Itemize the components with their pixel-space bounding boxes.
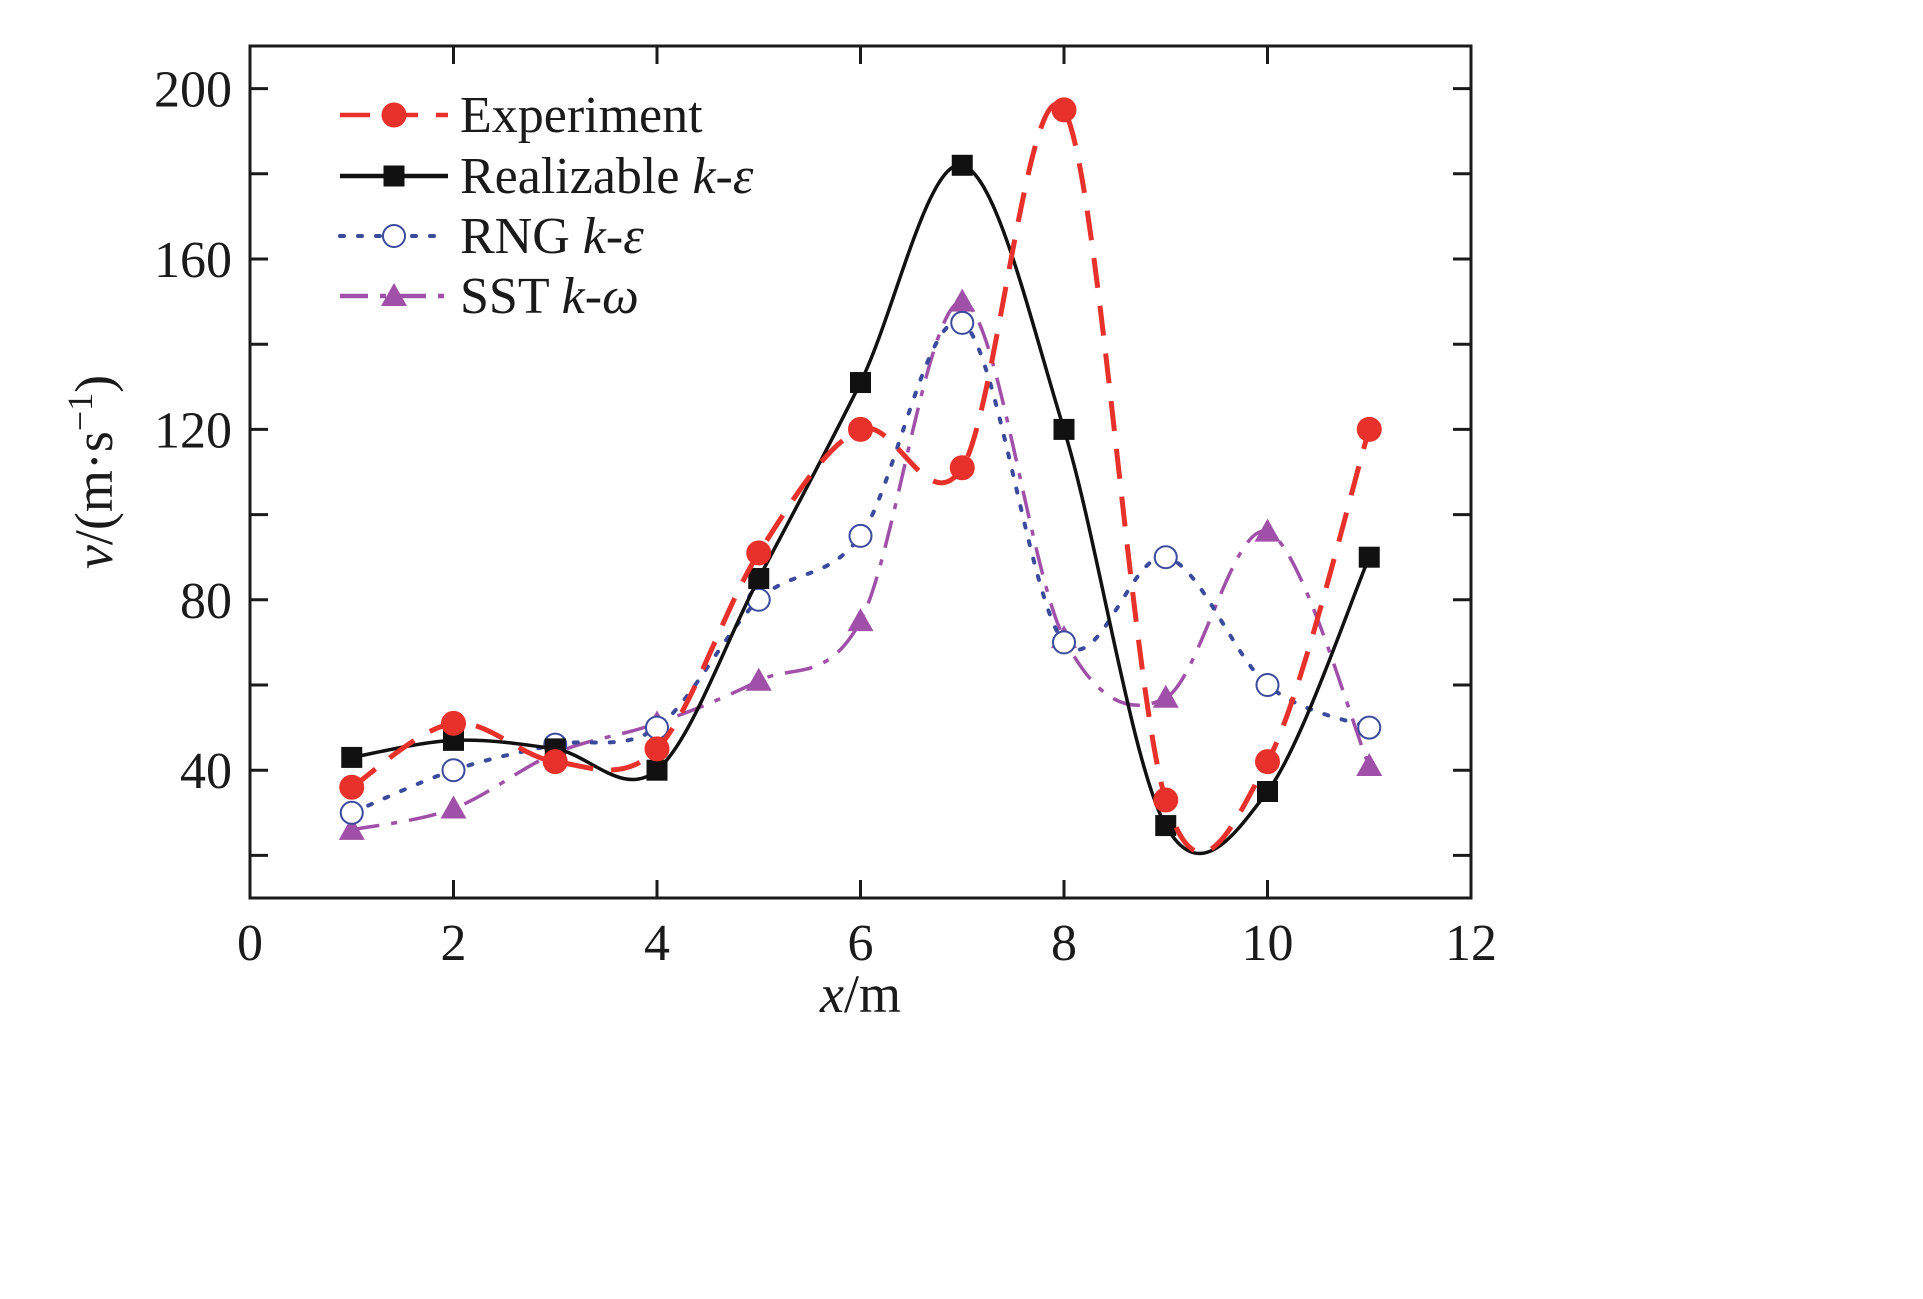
legend-label: Realizable k-ε xyxy=(460,148,754,205)
data-point xyxy=(1255,749,1280,775)
data-point xyxy=(441,710,466,736)
data-point xyxy=(644,736,670,762)
x-tick-label: 0 xyxy=(237,915,263,972)
y-axis-label: v/(m·s−1) xyxy=(60,375,124,569)
x-axis-ticks: 0 2 4 6 8 10 12 xyxy=(237,46,1497,972)
legend-marker xyxy=(381,283,407,306)
x-tick-label: 6 xyxy=(848,915,874,972)
data-point xyxy=(950,310,975,335)
data-point xyxy=(848,416,873,442)
legend-entry: SST k-ω xyxy=(340,268,639,325)
series-line xyxy=(350,101,1372,855)
legend-entry: Realizable k-ε xyxy=(340,148,754,205)
y-tick-label: 40 xyxy=(180,743,232,800)
data-point xyxy=(1257,781,1278,802)
data-point xyxy=(850,372,871,394)
data-point xyxy=(951,154,973,176)
data-point xyxy=(1153,545,1178,570)
data-point xyxy=(338,816,365,840)
data-point xyxy=(748,568,770,589)
legend-label: Experiment xyxy=(460,87,703,144)
data-point xyxy=(1358,546,1380,568)
legend-label: SST k-ω xyxy=(460,268,639,325)
series-layer xyxy=(338,97,1383,856)
x-tick-label: 2 xyxy=(441,915,467,972)
data-point xyxy=(745,667,772,691)
series-line xyxy=(351,163,1371,856)
data-point xyxy=(1153,787,1179,813)
data-point xyxy=(1053,418,1075,440)
x-tick-label: 8 xyxy=(1051,915,1077,972)
data-point xyxy=(848,523,873,548)
data-point xyxy=(645,715,669,740)
data-point xyxy=(1356,752,1383,776)
data-point xyxy=(1357,715,1382,740)
data-point xyxy=(1052,630,1076,655)
legend-marker xyxy=(383,165,405,187)
x-tick-label: 10 xyxy=(1242,915,1294,972)
data-point xyxy=(441,758,466,783)
y-tick-label: 80 xyxy=(180,573,232,630)
data-point xyxy=(1356,416,1382,442)
legend-marker xyxy=(382,224,406,248)
data-point xyxy=(1155,815,1177,837)
legend-entry: Experiment xyxy=(340,87,703,144)
y-tick-label: 200 xyxy=(154,62,232,119)
data-point xyxy=(949,288,976,312)
series-3 xyxy=(338,288,1383,840)
y-axis-ticks: 40 80 120 160 200 xyxy=(154,62,1471,857)
data-point xyxy=(1051,97,1077,123)
data-point xyxy=(1255,673,1280,697)
data-point xyxy=(1254,518,1281,542)
y-tick-label: 160 xyxy=(154,232,232,289)
data-point xyxy=(542,749,568,775)
data-point xyxy=(1152,684,1179,708)
x-axis-label: x/m xyxy=(819,964,901,1024)
y-tick-label: 120 xyxy=(154,402,232,459)
data-point xyxy=(440,795,467,819)
series-line xyxy=(351,299,1371,832)
legend-label: RNG k-ε xyxy=(460,208,644,265)
series-1 xyxy=(341,154,1380,856)
data-point xyxy=(746,540,772,566)
legend-entry: RNG k-ε xyxy=(338,208,644,265)
data-point xyxy=(339,774,365,800)
series-0 xyxy=(339,97,1382,855)
series-line xyxy=(349,319,1372,815)
x-tick-label: 4 xyxy=(644,915,670,972)
data-point xyxy=(949,455,975,481)
legend-marker xyxy=(381,102,407,128)
data-point xyxy=(443,729,464,751)
data-point xyxy=(847,608,874,632)
data-point xyxy=(341,746,363,768)
x-tick-label: 12 xyxy=(1445,915,1497,972)
data-point xyxy=(339,800,364,825)
data-point xyxy=(646,759,668,781)
